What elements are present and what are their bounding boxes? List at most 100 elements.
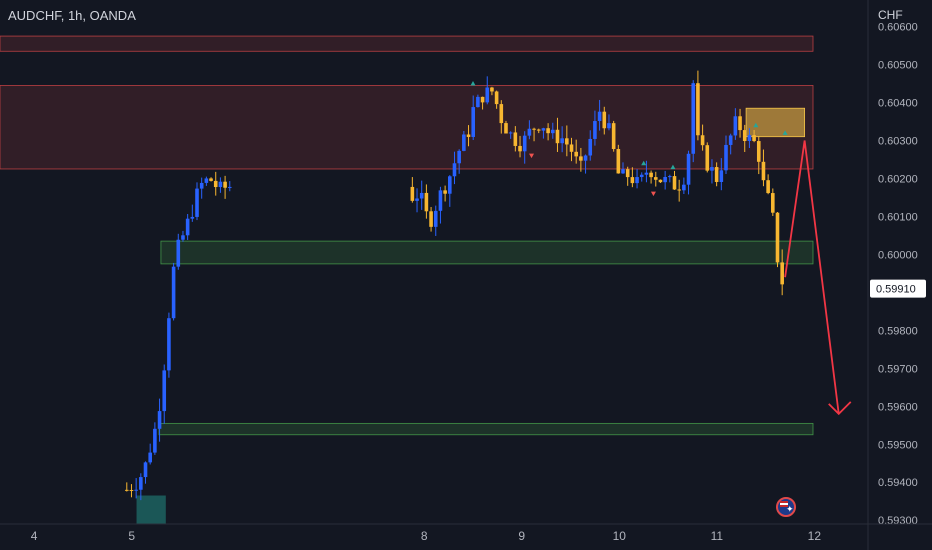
candle-body (649, 173, 653, 177)
candle-body (411, 187, 415, 201)
candle-body (181, 235, 185, 239)
candle-body (134, 490, 138, 491)
y-tick-label: 0.60500 (878, 60, 918, 72)
candle-body (766, 180, 770, 193)
candle-body (762, 162, 766, 180)
x-tick-label: 11 (711, 529, 724, 543)
candle-body (645, 173, 649, 175)
y-tick-label: 0.60200 (878, 173, 918, 185)
candle-body (537, 130, 541, 131)
candle-body (752, 135, 756, 141)
candle-body (654, 177, 658, 180)
candle-body (457, 151, 461, 163)
candle-body (195, 189, 199, 217)
candle-body (659, 180, 663, 182)
candle-body (560, 138, 564, 143)
candle-body (453, 163, 457, 176)
candle-body (635, 177, 639, 183)
candle-body (551, 130, 555, 133)
candle-body (148, 453, 152, 463)
currency-label: CHF (878, 8, 903, 22)
candle-body (176, 240, 180, 267)
candle-body (153, 429, 157, 453)
candle-body (434, 211, 438, 227)
candle-body (565, 138, 569, 144)
candle-body (617, 149, 621, 173)
candle-body (439, 190, 443, 210)
candle-body (200, 183, 204, 189)
candle-body (191, 217, 195, 219)
candle-body (223, 182, 227, 188)
x-tick-label: 8 (421, 529, 428, 543)
candle-body (691, 83, 695, 154)
symbol-title: AUDCHF, 1h, OANDA (8, 8, 136, 23)
candle-body (205, 178, 209, 182)
candle-body (425, 193, 429, 211)
candle-body (476, 97, 480, 107)
candle-body (228, 187, 232, 188)
x-tick-label: 4 (31, 529, 38, 543)
candle-body (130, 490, 134, 491)
y-tick-label: 0.60400 (878, 98, 918, 110)
candle-body (158, 411, 162, 429)
resistance-zone-2 (0, 85, 813, 169)
candle-body (598, 112, 602, 121)
resistance-zone-1 (0, 36, 813, 51)
last-price-label: 0.59910 (876, 284, 916, 296)
last-price-badge: 0.59910 (870, 280, 926, 298)
candle-body (509, 132, 513, 133)
y-tick-label: 0.60000 (878, 249, 918, 261)
y-tick-label: 0.59300 (878, 515, 918, 527)
candle-body (780, 262, 784, 284)
time-axis: 4 5 8 9 10 11 12 (0, 524, 932, 543)
candle-body (162, 370, 166, 411)
candle-body (415, 198, 419, 200)
candle-body (186, 219, 190, 236)
support-zone-1 (161, 241, 813, 264)
candle-body (542, 128, 546, 130)
candle-body (167, 318, 171, 370)
australia-flag-icon[interactable] (776, 497, 796, 517)
candle-body (219, 182, 223, 187)
candle-body (710, 167, 714, 171)
candle-body (701, 135, 705, 145)
candle-body (556, 130, 560, 143)
candle-body (125, 490, 129, 491)
y-tick-label: 0.60600 (878, 22, 918, 34)
price-axis: 0.60600 0.60500 0.60400 0.60300 0.60200 0.601… (868, 0, 918, 550)
candle-body (471, 107, 475, 137)
candle-body (715, 167, 719, 182)
candle-body (602, 112, 606, 129)
y-tick-label: 0.59800 (878, 325, 918, 337)
candle-body (631, 177, 635, 183)
y-tick-label: 0.59400 (878, 477, 918, 489)
candle-body (495, 91, 499, 104)
candle-body (687, 154, 691, 185)
candle-body (570, 144, 574, 151)
candle-body (429, 211, 433, 227)
candle-body (485, 88, 489, 103)
candle-body (776, 213, 780, 263)
candle-body (499, 104, 503, 123)
candle-body (607, 123, 611, 128)
candle-body (724, 145, 728, 170)
candle-body (668, 176, 672, 177)
candle-body (705, 145, 709, 170)
supply-box (746, 108, 805, 136)
candle-body (532, 129, 536, 130)
candle-body (139, 477, 143, 490)
candle-body (462, 134, 466, 150)
candle-body (626, 169, 630, 177)
candle-body (514, 132, 518, 146)
x-tick-label: 5 (128, 529, 135, 543)
projection-arrow (785, 140, 839, 413)
candle-body (663, 177, 667, 182)
candle-body (144, 462, 148, 477)
candle-body (677, 189, 681, 190)
candle-body (574, 152, 578, 157)
candle-body (729, 135, 733, 144)
candle-body (523, 136, 527, 152)
candle-body (420, 193, 424, 199)
y-tick-label: 0.60300 (878, 135, 918, 147)
